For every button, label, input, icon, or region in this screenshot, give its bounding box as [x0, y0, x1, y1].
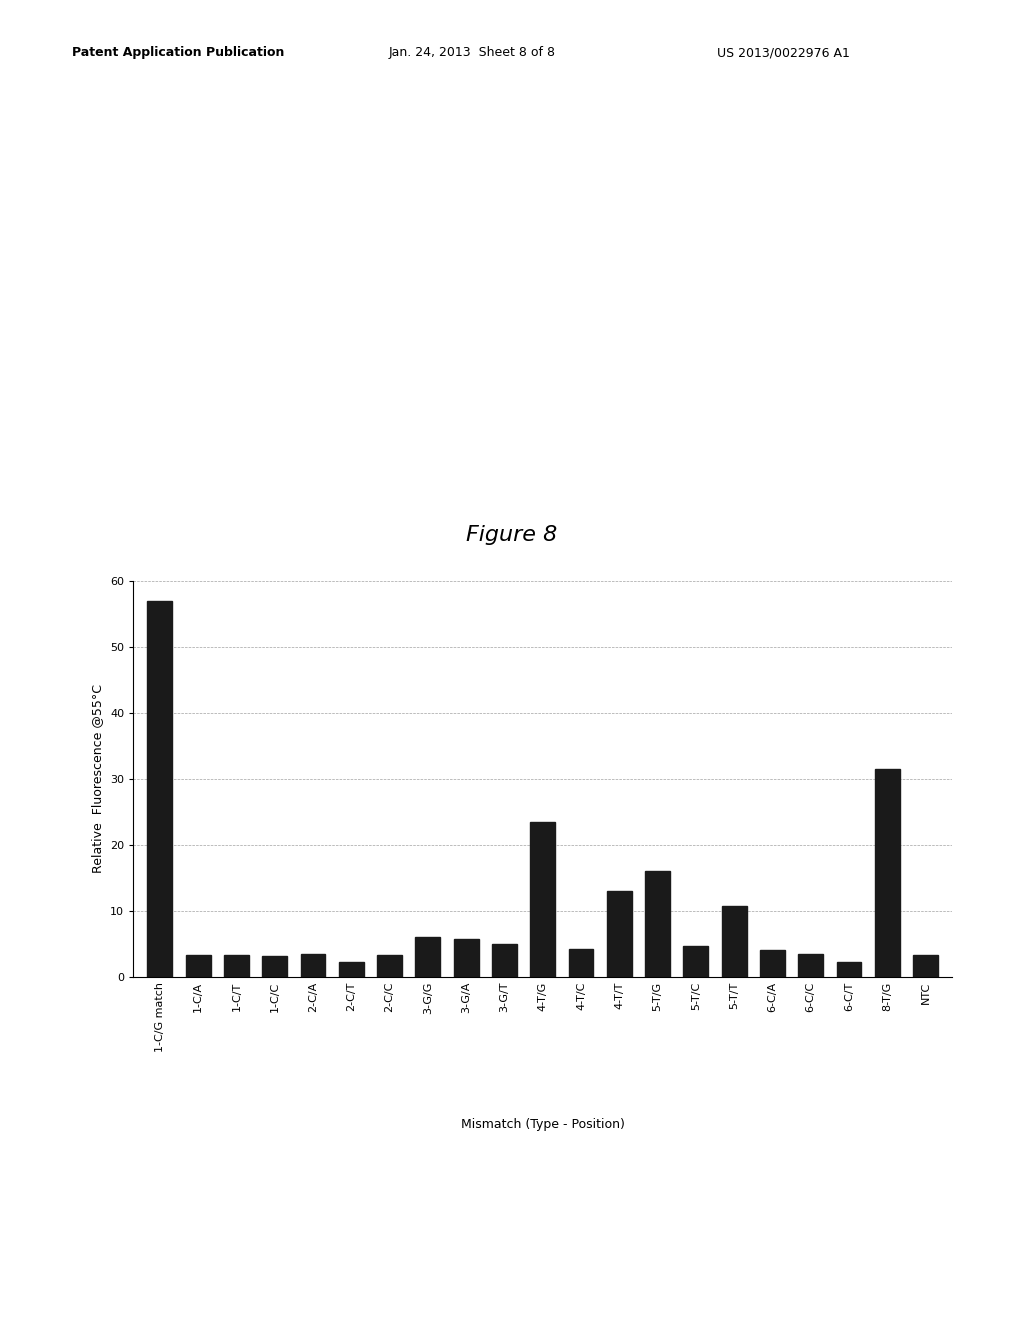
Bar	[224, 956, 249, 977]
Text: Patent Application Publication: Patent Application Publication	[72, 46, 284, 59]
Bar	[799, 953, 823, 977]
Bar	[760, 950, 784, 977]
Bar	[913, 956, 938, 977]
Bar	[377, 956, 402, 977]
Bar	[185, 956, 211, 977]
Text: Figure 8: Figure 8	[466, 524, 558, 545]
Bar	[568, 949, 594, 977]
Bar	[530, 821, 555, 977]
Text: Jan. 24, 2013  Sheet 8 of 8: Jan. 24, 2013 Sheet 8 of 8	[389, 46, 556, 59]
X-axis label: Mismatch (Type - Position): Mismatch (Type - Position)	[461, 1118, 625, 1131]
Y-axis label: Relative  Fluorescence @55°C: Relative Fluorescence @55°C	[91, 684, 104, 874]
Bar	[837, 961, 861, 977]
Bar	[454, 939, 478, 977]
Bar	[416, 937, 440, 977]
Bar	[683, 945, 709, 977]
Bar	[492, 944, 517, 977]
Bar	[874, 768, 900, 977]
Bar	[645, 871, 670, 977]
Bar	[262, 956, 287, 977]
Text: US 2013/0022976 A1: US 2013/0022976 A1	[717, 46, 850, 59]
Bar	[147, 601, 172, 977]
Bar	[607, 891, 632, 977]
Bar	[339, 961, 364, 977]
Bar	[722, 906, 746, 977]
Bar	[301, 953, 326, 977]
